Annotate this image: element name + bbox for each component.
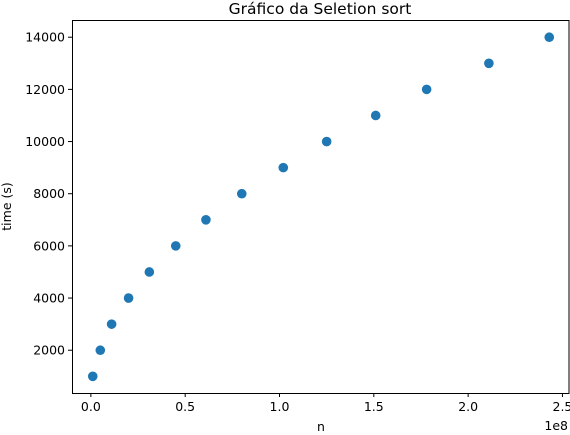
y-tick-label: 12000 — [25, 82, 65, 97]
x-axis-label: n — [317, 419, 325, 434]
y-tick-label: 6000 — [33, 238, 65, 253]
data-point — [95, 345, 106, 356]
data-point — [544, 32, 555, 43]
x-tick-label: 2.5 — [553, 399, 570, 414]
y-axis: 2000 4000 6000 8000 10000 12000 14000 — [25, 30, 72, 358]
data-point — [87, 371, 98, 382]
data-point — [484, 58, 494, 69]
data-point — [170, 241, 181, 251]
data-point — [201, 215, 211, 225]
data-point — [123, 293, 134, 303]
data-point — [370, 110, 381, 121]
y-tick-label: 8000 — [33, 186, 65, 201]
data-point — [144, 267, 155, 277]
data-point — [278, 162, 289, 173]
y-tick-label: 4000 — [33, 291, 65, 306]
data-points — [87, 32, 555, 382]
x-tick-label: 0.0 — [81, 399, 101, 414]
x-tick-label: 2.0 — [458, 399, 478, 414]
y-tick-label: 2000 — [33, 343, 65, 358]
data-point — [421, 84, 432, 95]
chart-title: Gráfico da Seletion sort — [229, 0, 412, 18]
x-tick-label: 1.0 — [270, 399, 290, 414]
data-point — [321, 136, 332, 147]
data-point — [106, 319, 117, 329]
y-tick-label: 14000 — [25, 30, 65, 45]
x-axis-offset-label: 1e8 — [544, 418, 568, 433]
x-tick-label: 1.5 — [364, 399, 384, 414]
x-axis: 0.0 0.5 1.0 1.5 2.0 2.5 — [81, 393, 570, 414]
x-tick-label: 0.5 — [175, 399, 195, 414]
plot-frame — [72, 20, 570, 394]
y-axis-label: time (s) — [0, 182, 14, 230]
data-point — [236, 188, 247, 199]
y-tick-label: 10000 — [25, 134, 65, 149]
